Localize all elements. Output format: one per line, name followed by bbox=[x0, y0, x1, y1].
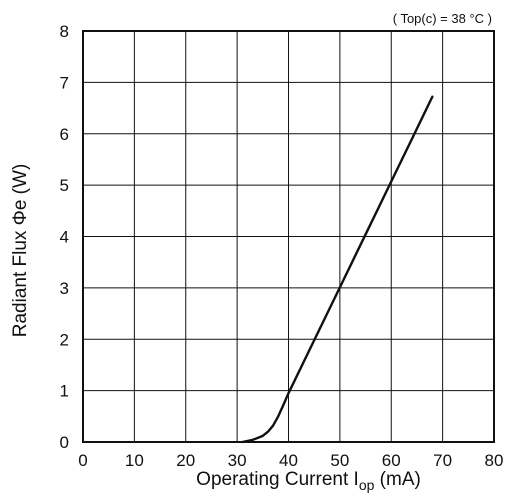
y-tick-label: 0 bbox=[60, 433, 69, 452]
y-tick-label: 7 bbox=[60, 73, 69, 92]
x-axis-label-unit: (mA) bbox=[374, 469, 420, 490]
y-tick-label: 6 bbox=[60, 125, 69, 144]
radiant-flux-curve bbox=[241, 95, 434, 444]
y-tick-label: 8 bbox=[60, 22, 69, 41]
x-tick-label: 10 bbox=[125, 451, 144, 470]
y-tick-label: 3 bbox=[60, 279, 69, 298]
x-axis-label-subscript: op bbox=[359, 477, 375, 493]
x-tick-label: 50 bbox=[330, 451, 349, 470]
plot-frame bbox=[82, 30, 495, 443]
y-tick-label: 1 bbox=[60, 382, 69, 401]
plot-area bbox=[241, 95, 434, 444]
x-axis-label-main: Operating Current I bbox=[196, 469, 359, 490]
y-tick-label: 2 bbox=[60, 330, 69, 349]
x-tick-label: 20 bbox=[176, 451, 195, 470]
operating-temperature-annotation: ( Top(c) = 38 °C ) bbox=[393, 11, 492, 26]
x-axis-label: Operating Current Iop (mA) bbox=[196, 469, 421, 493]
y-tick-label: 5 bbox=[60, 176, 69, 195]
tick-labels: 0 10 20 30 40 50 60 70 80 0 1 2 3 4 5 6 7 8 bbox=[60, 22, 504, 470]
x-tick-label: 80 bbox=[485, 451, 504, 470]
x-tick-label: 40 bbox=[279, 451, 298, 470]
y-axis-label: Radiant Flux Φe (W) bbox=[10, 164, 31, 338]
x-tick-label: 30 bbox=[228, 451, 247, 470]
x-tick-label: 70 bbox=[433, 451, 452, 470]
y-tick-label: 4 bbox=[60, 228, 69, 247]
x-tick-label: 0 bbox=[78, 451, 87, 470]
x-tick-label: 60 bbox=[382, 451, 401, 470]
grid bbox=[83, 31, 494, 442]
